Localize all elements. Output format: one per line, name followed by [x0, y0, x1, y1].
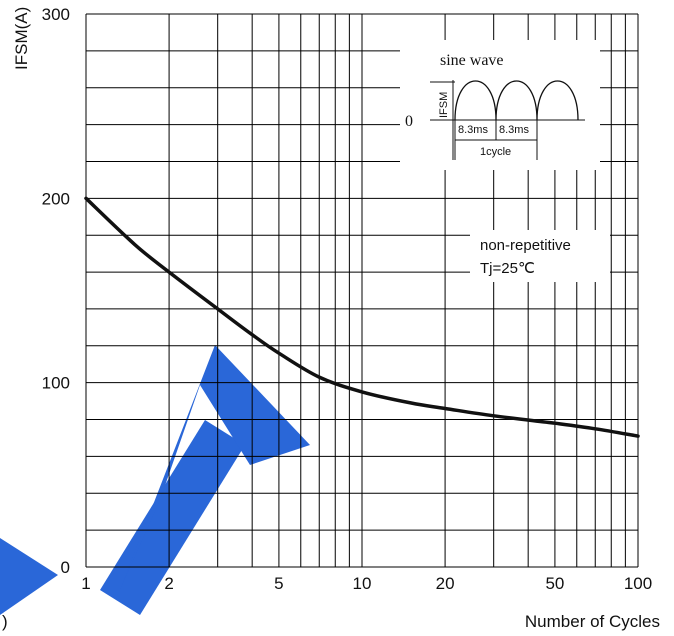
- x-tick-label: 50: [545, 574, 564, 593]
- x-tick-label: 10: [353, 574, 372, 593]
- watermark-shape-3: [120, 345, 310, 590]
- y-tick-label: 0: [61, 558, 70, 577]
- x-tick-label: 1: [81, 574, 90, 593]
- annotation-box: [470, 230, 610, 282]
- inset-ylabel: IFSM: [438, 92, 450, 118]
- x-tick-label: 5: [274, 574, 283, 593]
- y-tick-label: 100: [42, 374, 70, 393]
- y-axis-label: IFSM(A): [12, 7, 31, 70]
- x-tick-label: 2: [164, 574, 173, 593]
- x-tick-labels: 1 2 5 10 20 50 100: [81, 574, 652, 593]
- y-tick-labels: 0 100 200 300: [42, 5, 70, 577]
- watermark-shape-2: [100, 420, 245, 615]
- inset-box: [400, 40, 600, 170]
- inset-period-2: 8.3ms: [499, 124, 529, 136]
- watermark-shape-1: [0, 538, 58, 615]
- inset-cycle-label: 1cycle: [480, 146, 511, 158]
- data-series: [84, 196, 640, 438]
- y-tick-label: 200: [42, 189, 70, 208]
- x-axis-label: Number of Cycles: [525, 612, 660, 631]
- inset-period-1: 8.3ms: [458, 124, 488, 136]
- annotation-line-1: non-repetitive: [480, 237, 571, 254]
- condition-annotation: non-repetitive Tj=25℃: [470, 230, 610, 282]
- inset-zero: 0: [405, 113, 413, 130]
- ifsm-curve: [84, 196, 640, 438]
- watermark-text: ): [2, 612, 8, 631]
- x-tick-label: 100: [624, 574, 652, 593]
- annotation-line-2: Tj=25℃: [480, 260, 535, 277]
- y-tick-label: 300: [42, 5, 70, 24]
- inset-diagram: sine wave 0 IFSM 8.3ms 8.3ms 1cycle: [400, 40, 600, 170]
- x-tick-label: 20: [436, 574, 455, 593]
- inset-title: sine wave: [440, 52, 504, 69]
- watermark: [0, 345, 310, 615]
- inset-sine-wave: [454, 80, 579, 121]
